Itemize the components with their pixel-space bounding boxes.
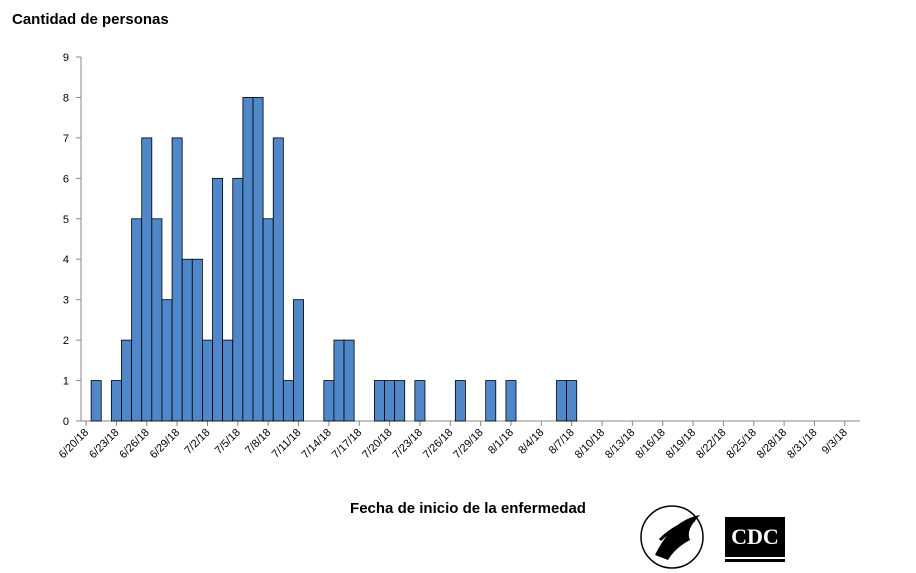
bar <box>151 218 163 422</box>
bar <box>272 137 284 422</box>
bar <box>414 380 426 422</box>
y-tick-label: 3 <box>63 295 69 307</box>
bar <box>323 380 335 422</box>
x-tick-label: 8/13/18 <box>603 427 637 461</box>
bar <box>202 339 213 422</box>
bar <box>242 97 254 422</box>
bar <box>454 380 466 422</box>
y-tick-label: 1 <box>63 376 69 388</box>
bar <box>505 380 517 422</box>
bar <box>171 137 183 422</box>
x-tick-label: 7/23/18 <box>391 427 425 461</box>
bar <box>181 258 193 422</box>
y-tick-label: 9 <box>63 52 69 64</box>
y-tick-label: 7 <box>63 133 69 145</box>
bar <box>90 380 102 422</box>
bar <box>191 258 203 422</box>
bar <box>343 339 355 422</box>
x-tick-label: 8/19/18 <box>664 427 698 461</box>
bar <box>282 380 294 422</box>
bar <box>262 218 274 422</box>
x-tick-label: 6/23/18 <box>87 427 121 461</box>
y-tick-label: 6 <box>63 173 69 185</box>
bar <box>121 339 132 422</box>
bar <box>232 177 244 422</box>
hhs-logo <box>640 505 704 569</box>
x-tick-label: 8/28/18 <box>755 427 789 461</box>
bar <box>131 218 143 422</box>
y-tick-label: 0 <box>63 416 69 428</box>
x-tick-label: 8/10/18 <box>573 427 607 461</box>
bar <box>394 380 406 422</box>
chart-title: Cantidad de personas <box>12 11 169 28</box>
bar <box>384 380 396 422</box>
x-tick-label: 8/1/18 <box>486 427 516 457</box>
x-tick-label: 9/3/18 <box>820 427 850 457</box>
x-tick-label: 7/11/18 <box>270 427 304 461</box>
x-tick-label: 8/31/18 <box>785 427 819 461</box>
cdc-logo: CDC <box>725 517 785 562</box>
x-axis-label: Fecha de inicio de la enfermedad <box>350 500 586 517</box>
bar <box>110 380 122 422</box>
y-tick-label: 5 <box>63 214 69 226</box>
x-tick-label: 8/16/18 <box>633 427 667 461</box>
x-tick-label: 8/4/18 <box>516 427 546 457</box>
x-tick-label: 8/25/18 <box>724 427 758 461</box>
cdc-logo-text: CDC <box>731 524 779 549</box>
bar <box>566 380 578 422</box>
x-tick-label: 8/22/18 <box>694 427 728 461</box>
bar <box>556 380 568 422</box>
bar <box>293 299 304 422</box>
bar <box>252 97 264 422</box>
x-tick-label: 6/20/18 <box>57 427 91 461</box>
y-tick-label: 8 <box>63 92 69 104</box>
bar <box>212 177 224 422</box>
x-tick-label: 7/29/18 <box>451 427 485 461</box>
bar <box>333 339 345 422</box>
x-tick-label: 6/26/18 <box>117 427 151 461</box>
x-tick-label: 6/29/18 <box>148 427 182 461</box>
y-tick-label: 2 <box>63 335 69 347</box>
x-tick-label: 7/2/18 <box>182 427 212 457</box>
bar <box>485 380 497 422</box>
x-tick-label: 7/5/18 <box>213 427 243 457</box>
x-tick-label: 7/14/18 <box>300 427 334 461</box>
bar <box>161 299 173 422</box>
bar <box>373 380 385 422</box>
y-tick-label: 4 <box>63 254 69 266</box>
x-tick-label: 7/17/18 <box>330 427 364 461</box>
x-tick-label: 7/20/18 <box>360 427 394 461</box>
bar <box>222 339 234 422</box>
bar <box>141 137 153 422</box>
x-tick-label: 7/26/18 <box>421 427 455 461</box>
